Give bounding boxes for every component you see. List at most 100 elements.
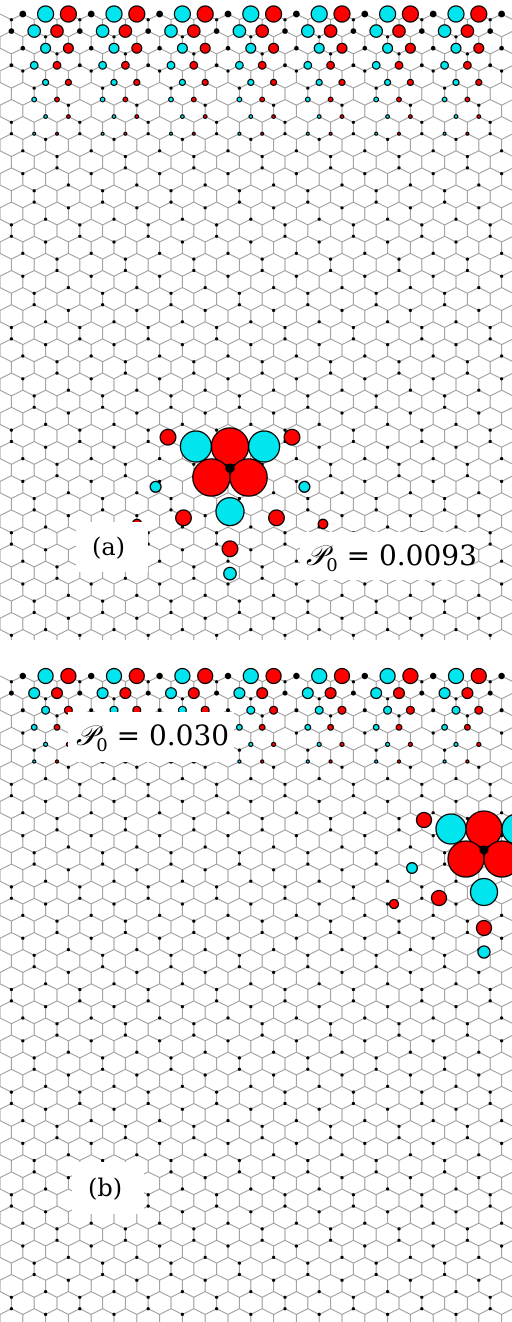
site-dot — [317, 902, 321, 906]
site-dot — [78, 223, 82, 227]
site-dot — [477, 514, 481, 518]
site-dot — [249, 879, 253, 883]
site-dot — [397, 462, 401, 466]
amplitude-circle — [447, 840, 485, 878]
site-dot — [386, 1084, 390, 1088]
amplitude-circle — [465, 759, 470, 764]
site-dot — [192, 828, 196, 832]
site-dot — [363, 582, 367, 586]
amplitude-circle — [305, 131, 310, 136]
site-dot — [329, 828, 333, 832]
site-dot — [465, 1227, 469, 1231]
site-dot — [237, 1158, 241, 1163]
site-dot — [408, 970, 412, 974]
site-dot — [351, 428, 355, 432]
site-dot — [226, 251, 230, 255]
site-dot — [112, 240, 116, 244]
site-dot — [249, 1312, 253, 1316]
site-dot — [454, 628, 458, 632]
site-dot — [169, 953, 173, 957]
site-dot — [123, 576, 127, 580]
site-dot — [249, 137, 253, 141]
site-dot — [431, 1221, 435, 1225]
site-dot — [226, 1221, 230, 1225]
site-dot — [260, 1136, 264, 1140]
site-dot — [306, 405, 310, 409]
amplitude-circle — [395, 723, 403, 731]
site-dot — [260, 1022, 264, 1026]
amplitude-circle — [452, 78, 460, 87]
site-dot — [112, 343, 116, 347]
amplitude-circle — [430, 889, 448, 907]
site-dot — [317, 35, 321, 39]
site-dot — [158, 172, 162, 176]
site-dot — [32, 1170, 36, 1174]
site-dot — [306, 303, 310, 307]
site-dot — [408, 183, 412, 187]
site-dot — [44, 982, 48, 986]
site-dot — [351, 794, 355, 798]
amplitude-circle — [401, 5, 419, 23]
site-dot — [260, 360, 264, 364]
amplitude-circle — [469, 877, 499, 907]
site-dot — [237, 851, 241, 855]
site-dot — [123, 919, 127, 923]
site-dot — [329, 1022, 333, 1026]
site-dot — [272, 948, 276, 952]
site-dot — [89, 811, 93, 815]
site-dot — [135, 491, 139, 495]
site-dot — [21, 1244, 25, 1248]
site-dot — [272, 103, 276, 107]
site-dot — [32, 862, 36, 866]
amplitude-circle — [470, 5, 488, 23]
amplitude-circle — [110, 78, 118, 87]
site-dot — [397, 166, 401, 170]
amplitude-circle — [388, 898, 400, 910]
site-dot — [249, 422, 253, 426]
site-dot — [203, 1176, 207, 1180]
site-dot — [44, 1312, 48, 1316]
site-dot — [249, 1084, 253, 1088]
amplitude-circle — [96, 687, 109, 700]
site-dot — [226, 1016, 230, 1020]
site-dot — [101, 953, 105, 957]
amplitude-circle — [77, 690, 83, 696]
site-dot — [374, 1261, 378, 1265]
site-dot — [260, 714, 264, 718]
panel-a-label-box: (a) — [76, 522, 148, 572]
amplitude-circle — [268, 509, 285, 527]
site-dot — [135, 308, 139, 312]
site-dot — [237, 748, 241, 752]
site-dot — [192, 565, 196, 569]
site-dot — [203, 845, 207, 849]
site-dot — [9, 1193, 13, 1197]
site-dot — [443, 1272, 447, 1277]
site-dot — [78, 439, 82, 444]
amplitude-circle — [385, 114, 391, 119]
site-dot — [465, 474, 469, 478]
site-dot — [180, 982, 184, 986]
site-dot — [158, 377, 162, 381]
site-dot — [386, 1290, 390, 1294]
amplitude-circle — [196, 5, 214, 23]
site-dot — [180, 777, 184, 781]
site-dot — [226, 1244, 230, 1248]
site-dot — [329, 166, 333, 170]
site-dot — [249, 320, 253, 324]
amplitude-circle — [50, 687, 63, 700]
site-dot — [443, 86, 447, 90]
site-dot — [66, 970, 70, 974]
site-dot — [294, 1039, 298, 1043]
site-dot — [192, 919, 196, 923]
amplitude-circle — [441, 723, 449, 731]
site-dot — [44, 902, 48, 906]
site-dot — [21, 559, 25, 563]
localized-state — [388, 810, 512, 959]
site-dot — [55, 828, 59, 832]
amplitude-circle — [271, 114, 277, 119]
amplitude-circle — [173, 5, 191, 23]
site-dot — [306, 189, 310, 193]
amplitude-circle — [323, 24, 338, 38]
site-dot — [306, 1261, 310, 1265]
site-dot — [420, 1307, 424, 1311]
